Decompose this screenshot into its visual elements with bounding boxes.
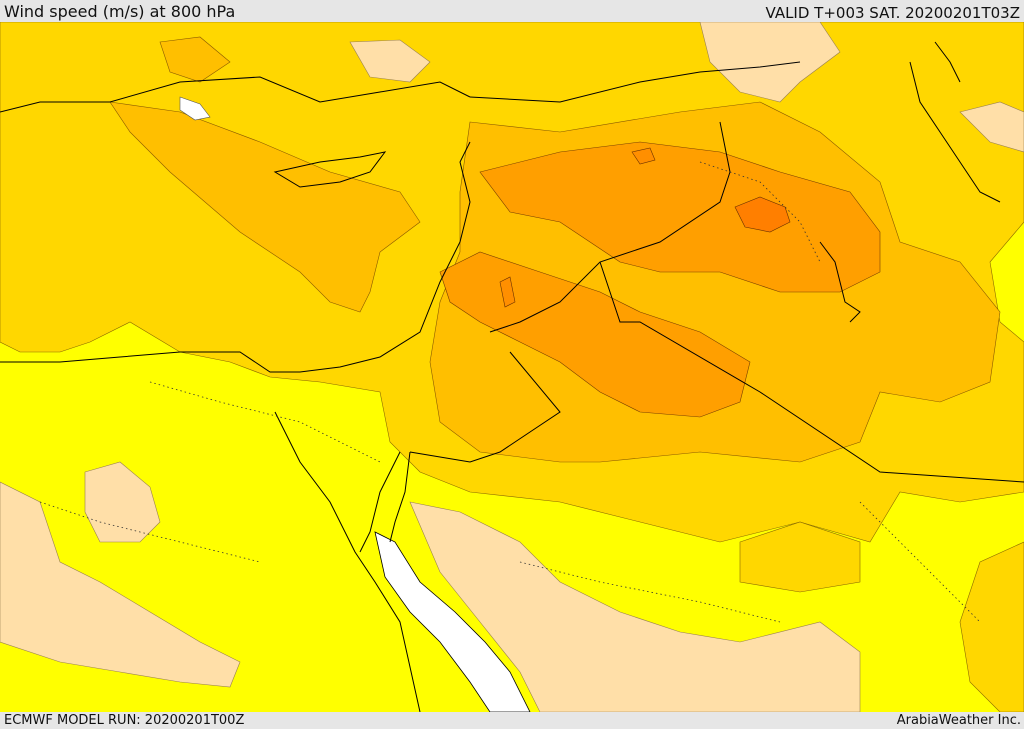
model-run: ECMWF MODEL RUN: 20200201T00Z xyxy=(4,713,245,728)
coastline xyxy=(273,151,387,188)
coastline xyxy=(409,351,561,463)
header-bar: Wind speed (m/s) at 800 hPa VALID T+003 … xyxy=(0,0,1024,22)
coastline xyxy=(359,451,401,553)
wind-band-under-5 xyxy=(349,39,431,83)
wind-band-under-5 xyxy=(959,101,1024,153)
dotted-contour xyxy=(859,501,981,623)
coastline xyxy=(489,121,731,333)
wind-band-under-5 xyxy=(699,22,841,103)
coastline xyxy=(274,411,421,712)
wind-band-10-15 xyxy=(739,521,861,593)
dotted-contours xyxy=(39,161,981,623)
dotted-contour xyxy=(39,501,261,563)
wind-band-15-20 xyxy=(109,101,421,313)
coastlines xyxy=(0,41,1024,712)
coastline xyxy=(469,61,801,103)
map-title: Wind speed (m/s) at 800 hPa xyxy=(4,2,236,21)
valid-time: VALID T+003 SAT. 20200201T03Z xyxy=(765,4,1020,22)
coastline xyxy=(819,241,861,323)
wind-band-20-25 xyxy=(479,141,881,293)
wind-band-25-plus xyxy=(631,147,656,165)
dotted-contour xyxy=(519,561,781,623)
wind-band-25-plus xyxy=(499,276,516,308)
coastline xyxy=(909,61,1001,203)
coastline xyxy=(0,76,471,113)
footer-bar: ECMWF MODEL RUN: 20200201T00Z ArabiaWeat… xyxy=(0,712,1024,729)
white-patch xyxy=(179,96,211,121)
red-sea-gap xyxy=(374,531,531,712)
wind-band-10-15 xyxy=(959,541,1024,712)
dotted-contour xyxy=(149,381,381,463)
credit: ArabiaWeather Inc. xyxy=(896,713,1021,728)
wind-band-15-20 xyxy=(159,36,231,83)
coastline xyxy=(0,141,471,373)
wind-band-20-25 xyxy=(439,251,751,418)
map-area xyxy=(0,22,1024,712)
wind-band-25-plus xyxy=(734,196,791,233)
wind-band-under-5 xyxy=(0,481,241,688)
dotted-contour xyxy=(699,161,821,263)
wind-band-under-5 xyxy=(84,461,161,543)
coastline xyxy=(389,451,411,543)
wind-speed-map xyxy=(0,22,1024,712)
wind-band-under-5 xyxy=(409,501,861,712)
coastline xyxy=(934,41,961,83)
coastline xyxy=(599,261,1024,483)
